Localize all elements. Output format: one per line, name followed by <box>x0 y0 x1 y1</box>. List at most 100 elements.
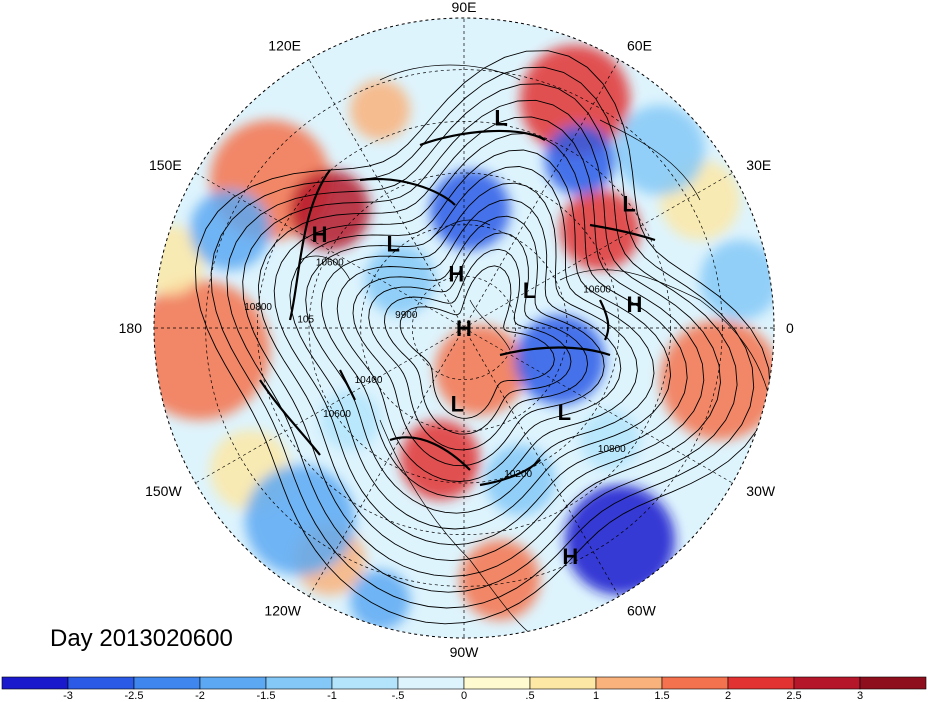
coastline <box>469 299 511 351</box>
low-pressure-label: L <box>558 400 571 425</box>
longitude-label: 90W <box>450 644 480 660</box>
anomaly-blob <box>154 280 270 420</box>
parallel-circle <box>360 224 568 432</box>
parallel-circle <box>205 69 723 587</box>
contour-value-label: 9900 <box>395 310 418 321</box>
anomaly-blob <box>430 170 510 250</box>
low-pressure-label: L <box>386 232 399 257</box>
parallel-circle <box>256 120 672 536</box>
longitude-label: 150E <box>149 157 182 173</box>
anomaly-blob <box>580 410 640 470</box>
parallel-circle <box>308 172 620 484</box>
anomaly-blob <box>615 105 705 195</box>
anomaly-blob <box>154 225 205 295</box>
high-pressure-label: H <box>448 261 464 286</box>
colorbar-swatch <box>1 676 69 690</box>
longitude-label: 150W <box>145 483 182 499</box>
jet-contour <box>589 223 656 242</box>
longitude-label: 30W <box>746 483 776 499</box>
colorbar-swatch <box>661 676 729 690</box>
low-pressure-label: L <box>451 392 464 417</box>
contour-value-label: 10600 <box>316 257 344 268</box>
longitude-label: 30E <box>746 157 771 173</box>
colorbar-tick-label: 3 <box>857 690 863 702</box>
colorbar-tick-label: -2 <box>195 690 205 702</box>
contour-value-label: 10600 <box>323 409 351 420</box>
colorbar-swatch <box>793 676 861 690</box>
height-contour <box>257 116 705 562</box>
longitude-label: 90E <box>452 0 477 15</box>
colorbar-swatch <box>331 676 399 690</box>
colorbar-tick-label: 1 <box>593 690 599 702</box>
low-pressure-label: L <box>523 278 536 303</box>
graticule <box>154 18 774 638</box>
height-contour <box>384 248 572 435</box>
colorbar-swatch <box>463 676 531 690</box>
coastline <box>379 64 521 81</box>
high-pressure-label: H <box>312 222 328 247</box>
height-contour <box>289 149 672 530</box>
longitude-label: 180 <box>119 320 143 336</box>
high-pressure-label: H <box>456 316 472 341</box>
coastline <box>599 119 701 201</box>
height-contours <box>194 50 771 625</box>
coastlines <box>299 64 771 638</box>
colorbar-swatch <box>595 676 663 690</box>
contour-value-label: 10600 <box>583 284 611 295</box>
colorbar-tick-label: 0 <box>461 690 467 702</box>
coastline <box>559 269 771 401</box>
longitude-label: 120W <box>264 602 301 618</box>
height-contour <box>368 232 589 451</box>
height-contour <box>320 182 638 498</box>
low-pressure-label: L <box>494 106 507 131</box>
colorbar-swatch <box>199 676 267 690</box>
colorbar-swatch <box>133 676 201 690</box>
map-title: Day 2013020600 <box>50 625 233 652</box>
colorbar-tick-label: 2 <box>725 690 731 702</box>
height-contour <box>305 166 655 514</box>
longitude-label: 60W <box>627 602 657 618</box>
height-contour <box>273 132 688 546</box>
coastline <box>379 419 541 638</box>
anomaly-blob <box>460 540 540 620</box>
colorbar-swatch <box>397 676 465 690</box>
colorbar-tick-label: -1 <box>327 690 337 702</box>
colorbar-tick-label: -.5 <box>392 690 405 702</box>
low-pressure-label: L <box>622 192 635 217</box>
contour-value-label: 10200 <box>504 469 532 480</box>
height-contour <box>226 83 738 593</box>
height-contour <box>352 215 605 467</box>
meridian-line <box>463 327 733 484</box>
anomaly-blob <box>245 465 355 575</box>
colorbar-swatch <box>859 676 927 690</box>
anomaly-field <box>154 18 774 638</box>
colorbar-swatch <box>529 676 597 690</box>
anomaly-blob <box>560 190 640 270</box>
high-pressure-label: H <box>627 292 643 317</box>
anomaly-blob <box>320 390 380 450</box>
height-contour <box>336 199 622 482</box>
contour-value-label: 10800 <box>598 444 626 455</box>
longitude-label: 0 <box>786 320 794 336</box>
colorbar-tick-label: -3 <box>63 690 73 702</box>
colorbar-swatch <box>265 676 333 690</box>
longitude-label: 60E <box>627 38 652 54</box>
colorbar-tick-label: .5 <box>525 690 534 702</box>
jet-contour <box>288 169 331 321</box>
contour-value-label: 10400 <box>355 375 383 386</box>
longitude-label: 120E <box>268 38 301 54</box>
colorbar-swatch <box>67 676 135 690</box>
jet-contours <box>259 129 656 487</box>
anomaly-blob <box>350 80 410 140</box>
contour-labels: 10800 10800 10600 10600 10600 10400 10200 105 99… <box>244 257 626 480</box>
anomaly-blob <box>565 485 675 595</box>
meridian-line <box>195 172 465 329</box>
coastline <box>299 255 351 281</box>
anomaly-blob <box>190 190 270 270</box>
colorbar-tick-label: -1.5 <box>257 690 276 702</box>
anomaly-blob <box>515 315 605 405</box>
jet-contour <box>419 129 546 147</box>
meridian-line <box>195 327 465 484</box>
height-contour <box>242 99 721 577</box>
height-contour <box>194 50 771 625</box>
